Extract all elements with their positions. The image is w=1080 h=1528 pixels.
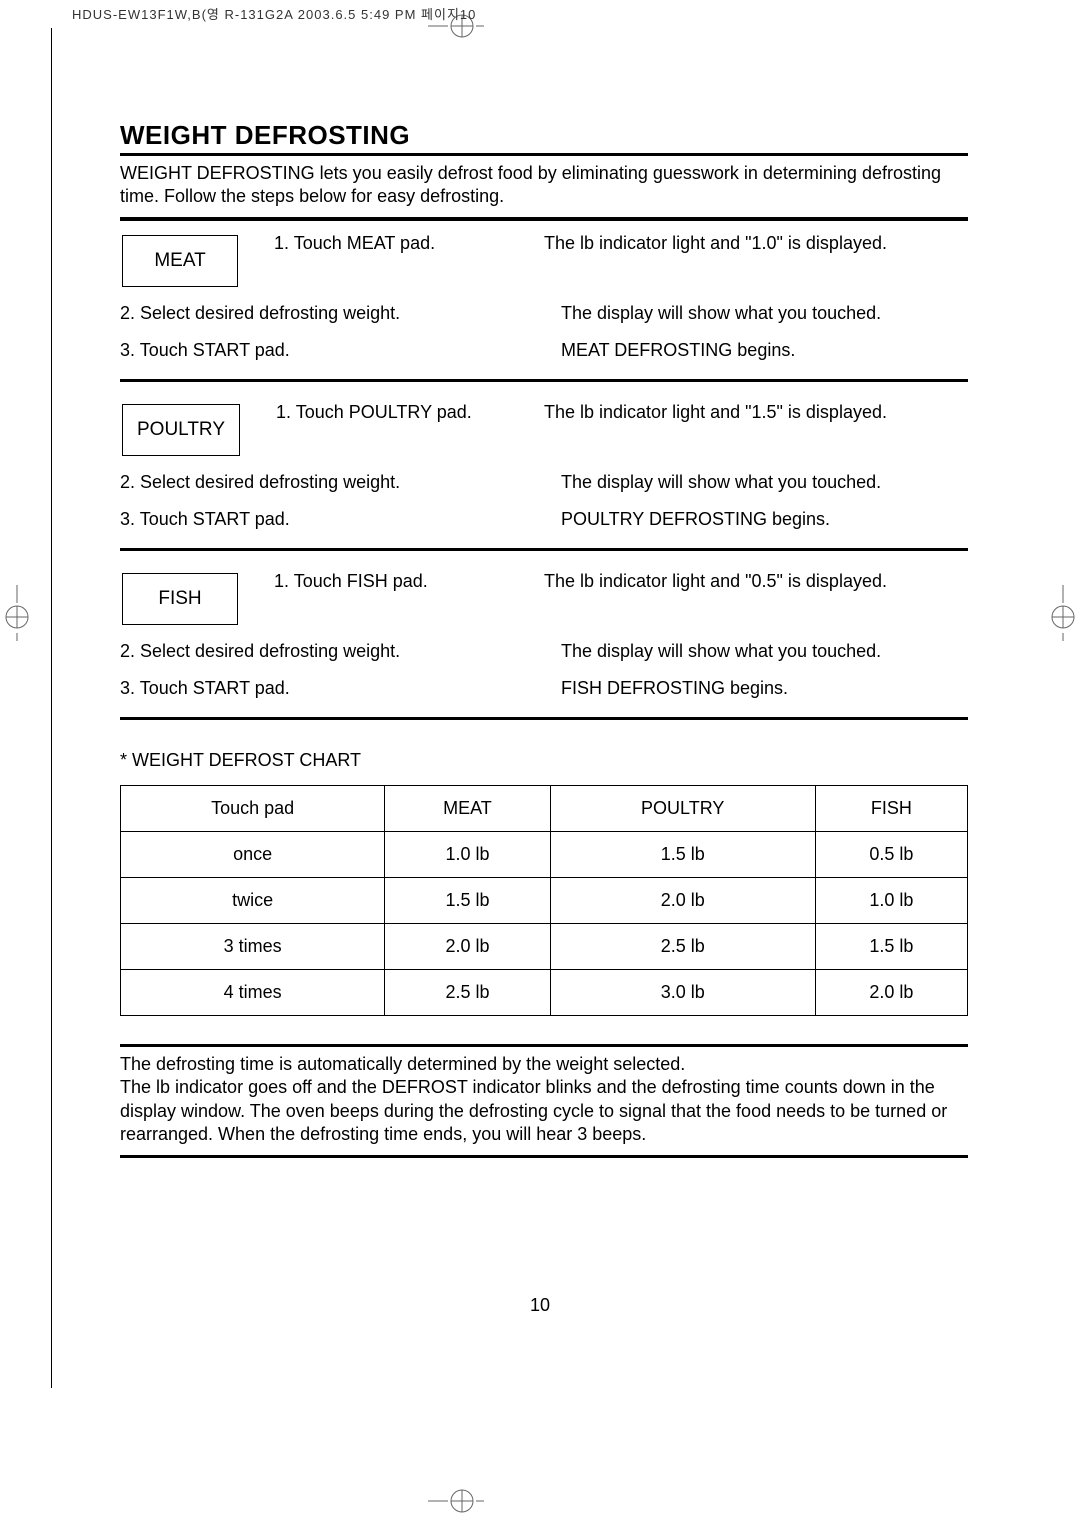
step-text: 1. Touch POULTRY pad. — [276, 400, 472, 423]
table-cell: 2.0 lb — [385, 924, 550, 970]
table-row: 4 times2.5 lb3.0 lb2.0 lb — [121, 970, 968, 1016]
response-text: The display will show what you touched. — [561, 641, 968, 662]
page-number: 10 — [0, 1295, 1080, 1316]
step-text: 2. Select desired defrosting weight. — [120, 303, 561, 324]
table-header-cell: POULTRY — [550, 786, 815, 832]
footer-text: The defrosting time is automatically det… — [120, 1053, 968, 1147]
table-cell: 1.0 lb — [815, 878, 967, 924]
chart-title: * WEIGHT DEFROST CHART — [120, 750, 968, 771]
defrost-block: FISH 1. Touch FISH pad. The lb indicator… — [120, 559, 968, 709]
footer-rule-top — [120, 1044, 968, 1047]
table-cell: 2.0 lb — [550, 878, 815, 924]
step-text: 1. Touch FISH pad. — [274, 569, 428, 592]
step-text: 3. Touch START pad. — [120, 509, 561, 530]
step-text: 3. Touch START pad. — [120, 340, 561, 361]
table-cell: 2.5 lb — [550, 924, 815, 970]
table-header-cell: Touch pad — [121, 786, 385, 832]
table-cell: 2.0 lb — [815, 970, 967, 1016]
table-cell: once — [121, 832, 385, 878]
response-text: MEAT DEFROSTING begins. — [561, 340, 968, 361]
table-cell: 1.5 lb — [815, 924, 967, 970]
section-divider — [120, 379, 968, 382]
table-row: twice1.5 lb2.0 lb1.0 lb — [121, 878, 968, 924]
response-text: FISH DEFROSTING begins. — [561, 678, 968, 699]
response-text: The display will show what you touched. — [561, 472, 968, 493]
response-text: The lb indicator light and "0.5" is disp… — [544, 569, 968, 592]
pad-button: MEAT — [122, 235, 238, 287]
section-divider — [120, 717, 968, 720]
pad-button: FISH — [122, 573, 238, 625]
table-cell: 4 times — [121, 970, 385, 1016]
section-divider — [120, 548, 968, 551]
intro-text: WEIGHT DEFROSTING lets you easily defros… — [120, 162, 968, 207]
step-text: 2. Select desired defrosting weight. — [120, 641, 561, 662]
page-content: WEIGHT DEFROSTING WEIGHT DEFROSTING lets… — [120, 120, 968, 1158]
table-cell: twice — [121, 878, 385, 924]
response-text: POULTRY DEFROSTING begins. — [561, 509, 968, 530]
table-cell: 3.0 lb — [550, 970, 815, 1016]
crop-mark-right — [1046, 585, 1080, 641]
table-cell: 1.0 lb — [385, 832, 550, 878]
table-cell: 0.5 lb — [815, 832, 967, 878]
step-text: 1. Touch MEAT pad. — [274, 231, 435, 254]
table-cell: 2.5 lb — [385, 970, 550, 1016]
step-text: 3. Touch START pad. — [120, 678, 561, 699]
response-text: The lb indicator light and "1.5" is disp… — [544, 400, 968, 423]
defrost-block: POULTRY 1. Touch POULTRY pad. The lb ind… — [120, 390, 968, 540]
defrost-block: MEAT 1. Touch MEAT pad. The lb indicator… — [120, 221, 968, 371]
table-header-cell: MEAT — [385, 786, 550, 832]
footer-rule-bottom — [120, 1155, 968, 1158]
crop-mark-left — [0, 585, 34, 641]
step-text: 2. Select desired defrosting weight. — [120, 472, 561, 493]
table-cell: 1.5 lb — [550, 832, 815, 878]
table-row: once1.0 lb1.5 lb0.5 lb — [121, 832, 968, 878]
page-title: WEIGHT DEFROSTING — [120, 120, 968, 156]
response-text: The display will show what you touched. — [561, 303, 968, 324]
crop-mark-bottom — [428, 1488, 484, 1514]
file-header-strip: HDUS-EW13F1W,B(영 R-131G2A 2003.6.5 5:49 … — [72, 4, 476, 23]
response-text: The lb indicator light and "1.0" is disp… — [544, 231, 968, 254]
table-row: 3 times2.0 lb2.5 lb1.5 lb — [121, 924, 968, 970]
pad-button: POULTRY — [122, 404, 240, 456]
table-cell: 3 times — [121, 924, 385, 970]
defrost-chart-table: Touch padMEATPOULTRYFISH once1.0 lb1.5 l… — [120, 785, 968, 1016]
table-header-cell: FISH — [815, 786, 967, 832]
table-cell: 1.5 lb — [385, 878, 550, 924]
